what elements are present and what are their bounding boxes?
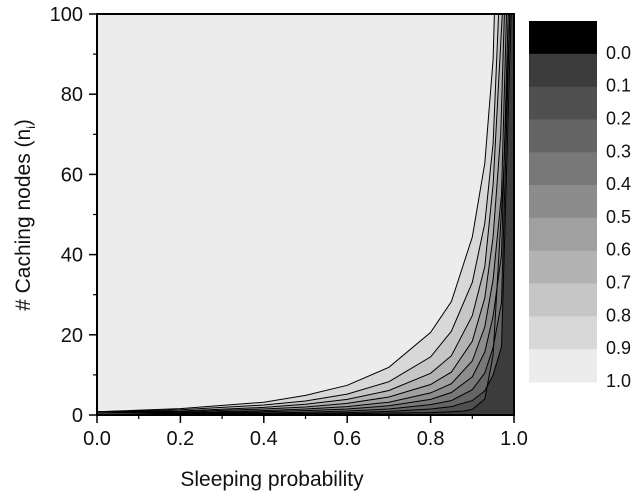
y-axis: 0 20 40 60 80 100: [50, 4, 97, 427]
y-axis-title-subscript: i: [24, 126, 38, 129]
contour-lines: [97, 14, 512, 415]
contour-line-0.7: [97, 14, 503, 413]
y-tick-label: 80: [61, 84, 83, 106]
legend-label: 0.5: [606, 207, 631, 227]
legend-swatch: [529, 349, 597, 383]
x-tick-label: 0.4: [250, 428, 278, 450]
legend-label: 0.4: [606, 174, 631, 194]
contour-line-0.5: [97, 14, 507, 414]
legend-label: 1.0: [606, 371, 631, 391]
y-tick-label: 20: [61, 325, 83, 347]
contour-line-0.6: [97, 14, 505, 413]
legend-swatch: [529, 21, 597, 55]
legend-label: 0.8: [606, 305, 631, 325]
y-axis-title-suffix: ): [12, 119, 35, 126]
plot-area: [96, 13, 515, 416]
y-tick-label: 40: [61, 245, 83, 267]
legend-swatch: [529, 185, 597, 219]
x-axis: 0.0 0.2 0.4 0.6 0.8 1.0: [83, 415, 528, 450]
x-tick-label: 0.0: [83, 428, 111, 450]
legend-swatch: [529, 316, 597, 350]
legend-label: 0.3: [606, 141, 631, 161]
x-tick-label: 1.0: [500, 428, 528, 450]
y-axis-title-main: # Caching nodes (n: [12, 129, 35, 311]
legend-swatch: [529, 53, 597, 88]
contour-line-0.4: [97, 14, 509, 414]
x-axis-title: Sleeping probability: [180, 468, 364, 491]
x-tick-label: 0.2: [166, 428, 194, 450]
legend-label: 0.2: [606, 109, 631, 129]
legend-swatch: [529, 283, 597, 317]
y-tick-label: 0: [72, 405, 83, 427]
legend-label: 0.6: [606, 240, 631, 260]
legend-label: 0.7: [606, 273, 631, 293]
legend-swatch: [529, 86, 597, 120]
legend-label: 0.1: [606, 76, 631, 96]
x-tick-label: 0.8: [417, 428, 445, 450]
legend-swatch: [529, 119, 597, 153]
y-tick-label: 60: [61, 164, 83, 186]
y-tick-label: 100: [50, 4, 83, 26]
color-legend: 0.0 0.1 0.2 0.3 0.4 0.5 0.6 0.7 0.8 0.9 1.0: [529, 21, 631, 391]
legend-swatch: [529, 217, 597, 252]
legend-swatch: [529, 152, 597, 186]
legend-swatch: [529, 250, 597, 285]
x-tick-label: 0.6: [333, 428, 361, 450]
legend-label: 0.9: [606, 338, 631, 358]
legend-label: 0.0: [606, 43, 631, 63]
contour-bands: [97, 14, 514, 415]
contour-band-above-0.9: [97, 14, 495, 415]
contour-line-0.8: [97, 14, 500, 413]
y-axis-title: # Caching nodes (ni): [12, 119, 38, 311]
contour-line-0.9: [97, 14, 495, 413]
